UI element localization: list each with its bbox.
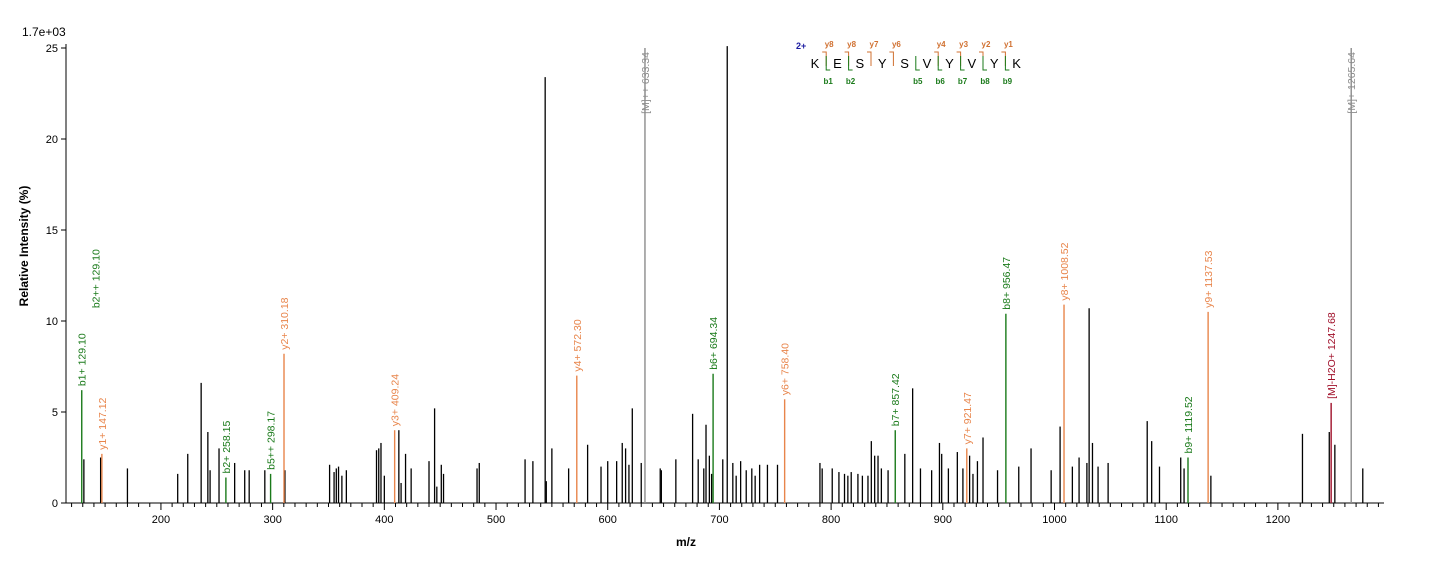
x-tick-label: 900: [934, 514, 952, 526]
sequence-residue: V: [967, 56, 976, 71]
peak-label: b5++ 298.17: [266, 411, 278, 470]
y-fragment-label: y7: [870, 40, 879, 49]
x-tick-label: 500: [487, 514, 505, 526]
peak-label: b1+ 129.10: [77, 333, 89, 386]
charge-state: 2+: [796, 41, 806, 51]
y-fragment-label: y4: [937, 40, 946, 49]
b-fragment-marker: [848, 56, 853, 71]
sequence-residue: V: [923, 56, 932, 71]
y-fragment-marker: [934, 51, 939, 66]
y-fragment-marker: [844, 51, 850, 66]
x-tick-label: 600: [599, 514, 617, 526]
peak-label: [M]+ 1265.64: [1346, 52, 1358, 114]
y-fragment-label: y2: [982, 40, 991, 49]
peak-label: y7+ 921.47: [962, 392, 974, 444]
y-fragment-marker: [867, 51, 872, 66]
x-tick-label: 300: [263, 514, 281, 526]
b-fragment-label: b1: [824, 77, 834, 86]
peak-label: y6+ 758.40: [780, 343, 792, 395]
peak-labels: b1+ 129.10 b2++ 129.10 y1+ 147.12 b2+ 258.1…: [77, 52, 1358, 474]
peak-label: b2++ 129.10: [91, 249, 103, 308]
b-fragment-label: b5: [913, 77, 923, 86]
y-tick-label: 25: [46, 43, 58, 55]
peak-label: [M]-H2O+ 1247.68: [1326, 312, 1338, 399]
y-fragment-label: y8: [825, 40, 834, 49]
y-tick-label: 0: [52, 498, 58, 510]
x-tick-label: 400: [375, 514, 393, 526]
y-fragment-marker: [822, 51, 827, 66]
y-fragment-label: y8: [847, 40, 856, 49]
y-fragment-marker: [889, 51, 894, 66]
y-fragment-label: y3: [959, 40, 968, 49]
peak-label: y3+ 409.24: [390, 374, 402, 426]
y-fragment-marker: [979, 51, 984, 66]
sequence-residue: Y: [990, 56, 999, 71]
peak-label: b2+ 258.15: [221, 421, 233, 474]
intensity-scale-label: 1.7e+03: [22, 25, 66, 39]
y-tick-label: 20: [46, 134, 58, 146]
sequence-residue: K: [811, 56, 820, 71]
b-fragment-marker: [915, 56, 920, 71]
sequence-residue: Y: [945, 56, 954, 71]
x-tick-label: 200: [152, 514, 170, 526]
sequence-residue: S: [900, 56, 909, 71]
y-tick-label: 5: [52, 407, 58, 419]
axes: 200 300 400 500 600 700 800 900 1000 1100 1200 0 5 10…: [46, 43, 1384, 526]
b-fragment-marker: [960, 56, 965, 71]
b-fragment-label: b9: [1003, 77, 1013, 86]
x-tick-label: 1000: [1042, 514, 1066, 526]
sequence-residue: E: [833, 56, 842, 71]
peak-label: b8+ 956.47: [1001, 257, 1013, 310]
b-fragment-marker: [1004, 56, 1010, 71]
y-fragment-marker: [1001, 51, 1006, 66]
b-fragment-marker: [982, 56, 987, 71]
x-axis-title: m/z: [676, 535, 696, 549]
peak-label: [M]++ 633.34: [640, 52, 652, 114]
b-fragment-marker: [937, 56, 943, 71]
peak-label: b9+ 1119.52: [1183, 396, 1195, 453]
peak-bars: [81, 46, 1364, 503]
peak-label: y4+ 572.30: [572, 319, 584, 371]
peak-label: y2+ 310.18: [279, 297, 291, 349]
sequence-residue: S: [855, 56, 864, 71]
peak-label: b7+ 857.42: [890, 373, 902, 426]
sequence-residue: Y: [878, 56, 887, 71]
y-tick-label: 15: [46, 225, 58, 237]
y-fragment-label: y6: [892, 40, 901, 49]
b-fragment-label: b6: [936, 77, 946, 86]
b-fragment-marker: [825, 56, 831, 71]
y-axis-title: Relative Intensity (%): [17, 186, 31, 307]
peak-label: y8+ 1008.52: [1059, 242, 1071, 300]
x-tick-label: 700: [710, 514, 728, 526]
b-fragment-label: b8: [980, 77, 990, 86]
x-tick-label: 1100: [1154, 514, 1178, 526]
y-tick-label: 10: [46, 316, 58, 328]
peak-label: y9+ 1137.53: [1203, 250, 1215, 307]
sequence-residue: K: [1012, 56, 1021, 71]
peak-label: y1+ 147.12: [97, 397, 109, 449]
y-fragment-label: y1: [1004, 40, 1013, 49]
peak-label: b6+ 694.34: [708, 317, 720, 370]
x-tick-label: 800: [822, 514, 840, 526]
x-tick-label: 1200: [1266, 514, 1290, 526]
y-fragment-marker: [956, 51, 962, 66]
b-fragment-label: b2: [846, 77, 856, 86]
b-fragment-label: b7: [958, 77, 968, 86]
